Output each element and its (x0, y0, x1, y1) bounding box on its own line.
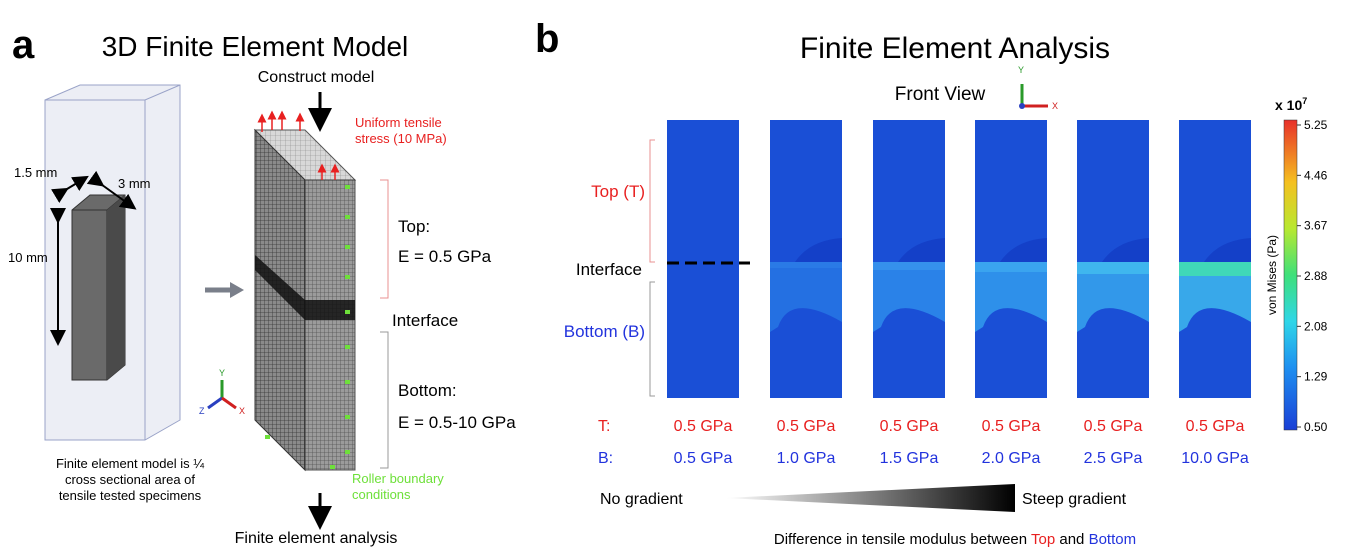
roller-label: Roller boundary (352, 471, 444, 486)
region-label: Top (T) (591, 182, 645, 201)
step-label: Finite element analysis (235, 530, 398, 547)
top-modulus: 0.5 GPa (1084, 418, 1143, 435)
colorbar-tick-label: 2.08 (1304, 319, 1328, 333)
row-label: B: (598, 450, 613, 467)
caption-bottom: Bottom (1089, 531, 1137, 548)
top-modulus: 0.5 GPa (674, 418, 733, 435)
axis-label: Y (219, 368, 225, 378)
figure: a 3D Finite Element Model 1.5 mm 3 mm 10… (0, 0, 1367, 551)
panel-label: a (12, 23, 35, 67)
contour-band (873, 262, 945, 270)
caption-text: and (1055, 531, 1088, 548)
panel-title: 3D Finite Element Model (102, 31, 409, 62)
panel-title: Finite Element Analysis (800, 32, 1110, 65)
scale: x 10 (1275, 97, 1302, 113)
region-label: Bottom (B) (564, 322, 645, 341)
colorbar-ticks: 5.25 4.46 3.67 2.88 2.08 1.29 0.50 (1297, 118, 1328, 434)
axis-label: Z (199, 406, 205, 416)
axis-label: Y (1018, 65, 1024, 75)
contour-band (975, 262, 1047, 272)
bottom-modulus: 1.0 GPa (777, 450, 836, 467)
region-label: E = 0.5 GPa (398, 247, 492, 266)
bottom-modulus: 10.0 GPa (1181, 450, 1249, 467)
top-modulus: 0.5 GPa (982, 418, 1041, 435)
gradient-wedge (725, 484, 1015, 512)
caption-top: Top (1031, 531, 1055, 548)
bottom-modulus: 0.5 GPa (674, 450, 733, 467)
bottom-modulus: 2.0 GPa (982, 450, 1041, 467)
axis-label: X (239, 406, 245, 416)
caption: cross sectional area of (65, 472, 195, 487)
gradient-caption: Difference in tensile modulus between To… (774, 531, 1136, 548)
axis-label: X (1052, 101, 1058, 111)
dimension: 3 mm (118, 176, 151, 191)
mesh-model (255, 115, 355, 470)
page: a 3D Finite Element Model 1.5 mm 3 mm 10… (0, 0, 1367, 556)
colorbar (1284, 120, 1297, 430)
top-modulus: 0.5 GPa (777, 418, 836, 435)
bottom-modulus: 1.5 GPa (880, 450, 939, 467)
colorbar-tick-label: 1.29 (1304, 370, 1328, 384)
region-label: Interface (392, 311, 458, 330)
row-label: T: (598, 418, 610, 435)
caption: tensile tested specimens (59, 488, 202, 503)
bracket (380, 332, 388, 468)
stress-label: stress (10 MPa) (355, 131, 447, 146)
colorbar-tick-label: 0.50 (1304, 420, 1328, 434)
exponent: 7 (1302, 96, 1307, 106)
step-label: Construct model (258, 69, 375, 86)
bracket (380, 180, 388, 298)
colorbar-tick-label: 3.67 (1304, 219, 1328, 233)
contour-panels: 0.5 GPa 0.5 GPa 0.5 GPa 1.0 GPa 0.5 GPa 1.5 G… (667, 120, 1251, 467)
region-label: Interface (576, 260, 642, 279)
contour-panel (667, 120, 739, 398)
bracket (650, 140, 655, 262)
colorbar-scale: x 107 (1275, 96, 1307, 113)
specimen-box (45, 85, 180, 440)
stress-label: Uniform tensile (355, 115, 442, 130)
view-label: Front View (895, 84, 986, 105)
gradient-label: Steep gradient (1022, 491, 1127, 508)
dimension: 10 mm (8, 250, 48, 265)
region-label: E = 0.5-10 GPa (398, 413, 516, 432)
caption-text: Difference in tensile modulus between (774, 531, 1031, 548)
axis-triad (1019, 84, 1048, 109)
dimension: 1.5 mm (14, 165, 57, 180)
caption: Finite element model is ¼ (56, 456, 204, 471)
contour-band (1179, 262, 1251, 276)
contour-band (1077, 262, 1149, 274)
region-label: Bottom: (398, 381, 457, 400)
colorbar-tick-label: 5.25 (1304, 118, 1328, 132)
contour-band (770, 262, 842, 268)
axis-triad (208, 380, 236, 408)
top-modulus: 0.5 GPa (1186, 418, 1245, 435)
top-modulus: 0.5 GPa (880, 418, 939, 435)
colorbar-tick-label: 2.88 (1304, 269, 1328, 283)
colorbar-unit: von Mises (Pa) (1265, 235, 1279, 315)
panel-label: b (535, 17, 559, 61)
roller-label: conditions (352, 487, 411, 502)
gradient-label: No gradient (600, 491, 683, 508)
bottom-modulus: 2.5 GPa (1084, 450, 1143, 467)
arrow (230, 282, 244, 298)
bracket (650, 282, 655, 396)
colorbar-tick-label: 4.46 (1304, 168, 1328, 182)
region-label: Top: (398, 217, 430, 236)
